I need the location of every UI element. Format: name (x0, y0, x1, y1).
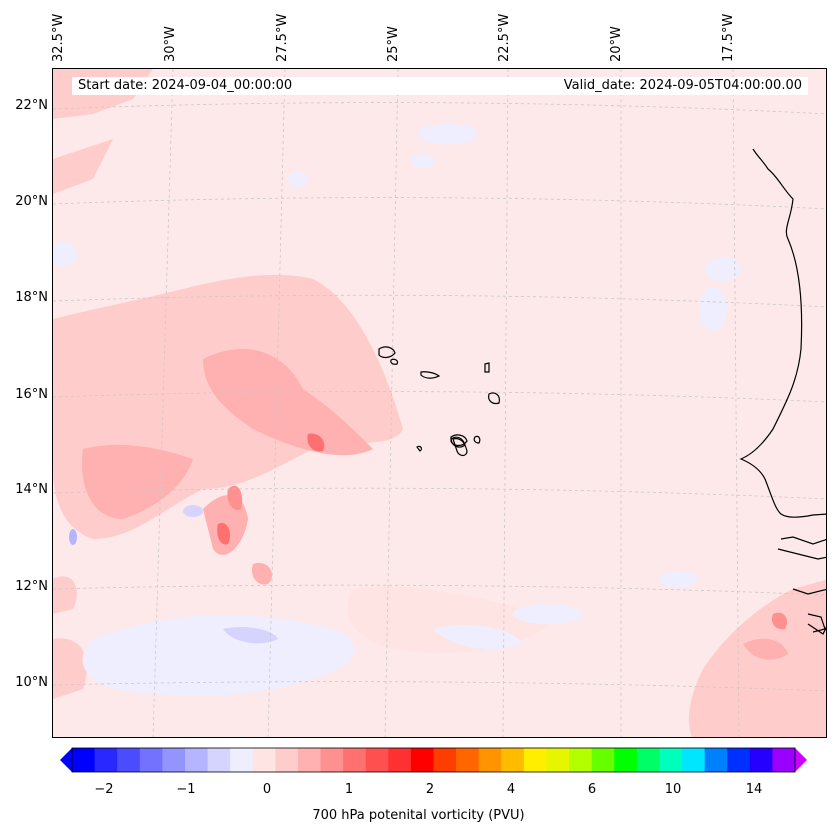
colorbar-tick: 1 (344, 782, 354, 797)
lat-label: 20°N (15, 194, 48, 209)
colorbar-tick: 6 (587, 782, 597, 797)
colorbar-swatch (749, 748, 773, 772)
colorbar-swatch (727, 748, 751, 772)
colorbar-swatch (523, 748, 547, 772)
colorbar-swatch (546, 748, 570, 772)
lon-label: 22.5°W (497, 13, 512, 62)
colorbar-swatch (320, 748, 344, 772)
lat-label: 12°N (15, 579, 48, 594)
colorbar-swatch (72, 748, 96, 772)
colorbar-swatch (478, 748, 502, 772)
lat-label: 10°N (15, 675, 48, 690)
colorbar-swatch (772, 748, 796, 772)
colorbar-under-arrow (60, 748, 72, 772)
colorbar-tick: 4 (506, 782, 516, 797)
colorbar-swatch (139, 748, 163, 772)
colorbar-tick: 2 (425, 782, 435, 797)
colorbar-swatch (343, 748, 367, 772)
colorbar-label: 700 hPa potenital vorticity (PVU) (312, 808, 525, 823)
colorbar-swatch (659, 748, 683, 772)
colorbar-swatch (614, 748, 638, 772)
lon-label: 20°W (609, 26, 624, 62)
colorbar-swatch (207, 748, 231, 772)
lon-label: 17.5°W (721, 13, 736, 62)
colorbar-tick: 0 (262, 782, 272, 797)
colorbar-swatch (94, 748, 118, 772)
colorbar-swatch (117, 748, 141, 772)
lon-label: 27.5°W (275, 13, 290, 62)
colorbar-swatch (456, 748, 480, 772)
lat-label: 14°N (15, 482, 48, 497)
colorbar-tick: 14 (745, 782, 763, 797)
colorbar-swatch (591, 748, 615, 772)
colorbar-swatch (162, 748, 186, 772)
colorbar-swatch (433, 748, 457, 772)
colorbar-swatch (252, 748, 276, 772)
pv-field-map (53, 69, 826, 737)
colorbar-swatch (275, 748, 299, 772)
lat-label: 22°N (15, 98, 48, 113)
colorbar-swatch (682, 748, 706, 772)
lat-label: 18°N (15, 290, 48, 305)
colorbar-tick: −1 (176, 782, 196, 797)
colorbar-swatch (184, 748, 209, 772)
colorbar-swatch (388, 748, 412, 772)
colorbar-swatch (636, 748, 660, 772)
colorbar-swatch (569, 748, 593, 772)
colorbar-swatch (230, 748, 254, 772)
colorbar-swatch (365, 748, 389, 772)
colorbar (60, 747, 807, 773)
map-panel (52, 68, 827, 738)
date-banner: Start date: 2024-09-04_00:00:00 Valid_da… (72, 77, 808, 95)
colorbar-swatch (410, 748, 434, 772)
lon-label: 25°W (386, 26, 401, 62)
colorbar-tick: 10 (664, 782, 682, 797)
lat-label: 16°N (15, 387, 48, 402)
colorbar-swatch (704, 748, 728, 772)
colorbar-over-arrow (795, 748, 807, 772)
lon-label: 30°W (163, 26, 178, 62)
colorbar-swatch (297, 748, 322, 772)
lon-label: 32.5°W (51, 13, 66, 62)
colorbar-swatch (501, 748, 525, 772)
start-date-label: Start date: 2024-09-04_00:00:00 (78, 78, 293, 93)
colorbar-tick: −2 (94, 782, 114, 797)
valid-date-label: Valid_date: 2024-09-05T04:00:00.00 (563, 78, 802, 93)
